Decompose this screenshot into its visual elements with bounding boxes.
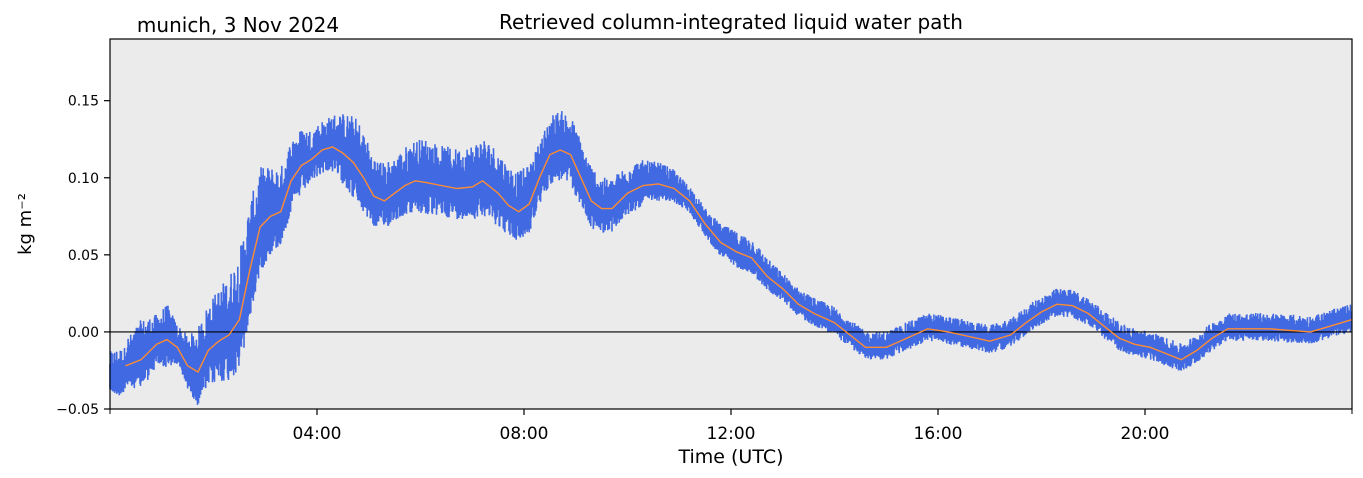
y-tick-label: 0.15 [68,94,99,110]
x-tick-label: 16:00 [914,424,963,444]
y-tick-label: 0.05 [68,248,99,264]
y-tick-label: −0.05 [56,402,99,418]
x-tick-label: 08:00 [500,424,549,444]
y-axis: −0.05 0.00 0.05 0.10 0.15 [56,94,110,418]
smoothed-line [125,146,1353,373]
x-tick-label: 12:00 [707,424,756,444]
x-axis: 04:00 08:00 12:00 16:00 20:00 [109,409,1353,444]
chart-subtitle: munich, 3 Nov 2024 [137,13,339,37]
x-tick-label: 04:00 [293,424,342,444]
y-tick-label: 0.10 [68,171,99,187]
chart-title: Retrieved column-integrated liquid water… [499,10,963,34]
smoothed-series [125,146,1353,373]
y-tick-label: 0.00 [68,325,99,341]
x-axis-label: Time (UTC) [677,446,783,468]
x-tick-label: 20:00 [1121,424,1170,444]
y-axis-label: kg m⁻² [15,193,36,255]
